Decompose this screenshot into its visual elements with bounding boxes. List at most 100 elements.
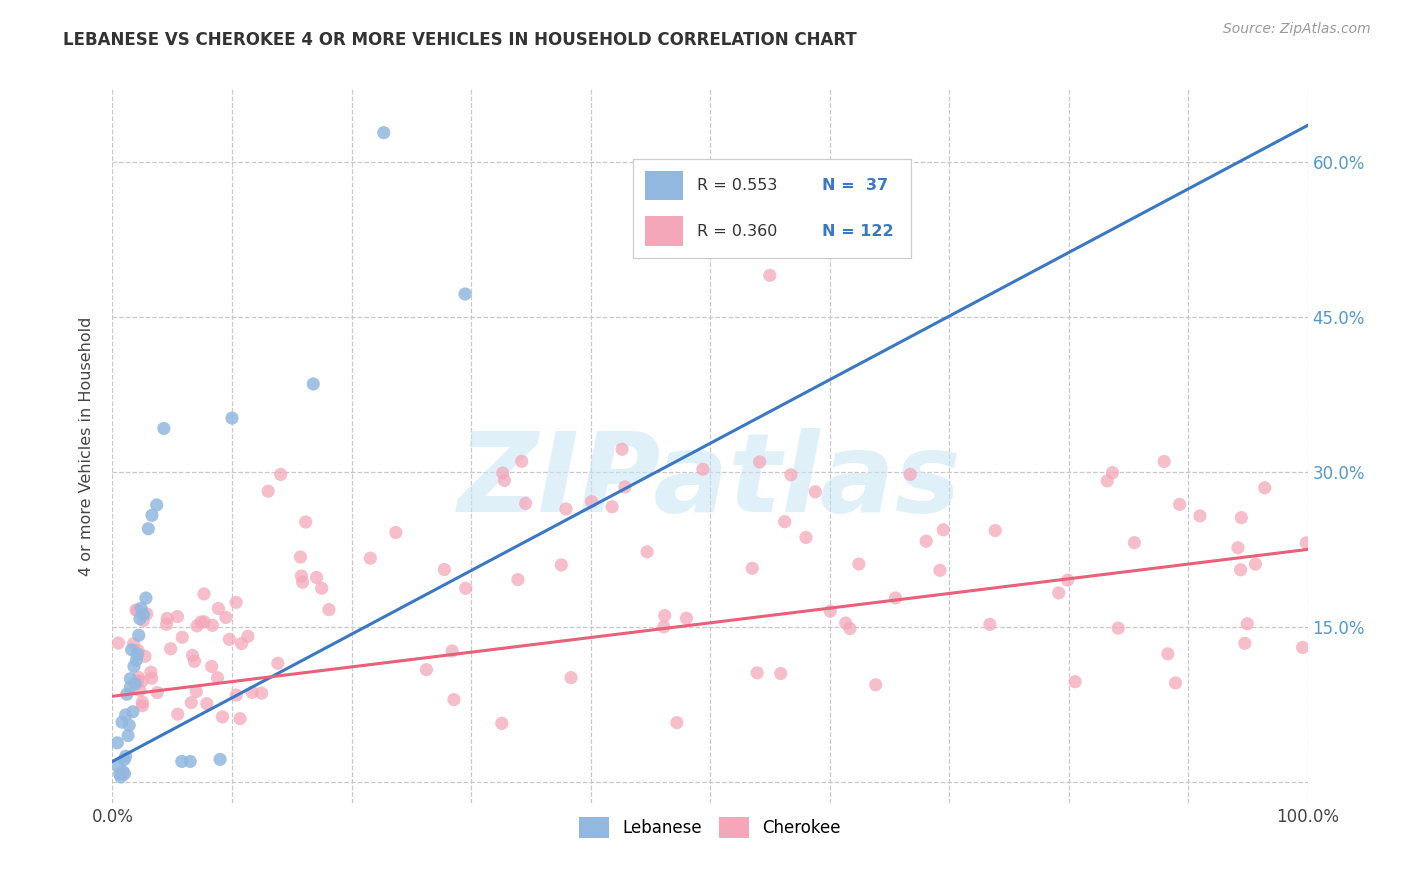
Point bbox=[132, 614, 155, 628]
Point bbox=[290, 569, 312, 583]
Point bbox=[134, 649, 156, 664]
Legend: Lebanese, Cherokee: Lebanese, Cherokee bbox=[572, 811, 848, 845]
Point bbox=[1254, 481, 1277, 495]
Point bbox=[581, 494, 603, 508]
Point bbox=[984, 524, 1007, 538]
Point bbox=[929, 563, 952, 577]
Point bbox=[560, 671, 582, 685]
Point bbox=[107, 636, 129, 650]
Point bbox=[848, 557, 870, 571]
Point bbox=[294, 515, 316, 529]
Bar bbox=[644, 170, 683, 201]
Point bbox=[773, 515, 796, 529]
Point bbox=[128, 683, 150, 698]
Point bbox=[131, 698, 153, 713]
Point bbox=[127, 643, 149, 657]
Point bbox=[129, 612, 152, 626]
Point bbox=[186, 619, 208, 633]
Point bbox=[131, 674, 153, 689]
Point bbox=[747, 665, 769, 680]
Point bbox=[302, 376, 325, 391]
Point bbox=[170, 755, 193, 769]
Point bbox=[675, 611, 697, 625]
Point bbox=[166, 707, 188, 722]
Point bbox=[1047, 586, 1070, 600]
Point bbox=[652, 620, 675, 634]
Point bbox=[884, 591, 907, 605]
Point bbox=[506, 573, 529, 587]
Point bbox=[129, 601, 152, 615]
Point bbox=[115, 687, 138, 701]
Point bbox=[250, 686, 273, 700]
Point bbox=[759, 268, 782, 283]
Point bbox=[1101, 466, 1123, 480]
Text: Source: ZipAtlas.com: Source: ZipAtlas.com bbox=[1223, 22, 1371, 37]
Point bbox=[195, 697, 218, 711]
Point bbox=[318, 602, 340, 616]
Point bbox=[1107, 621, 1129, 635]
Point bbox=[838, 622, 860, 636]
Point bbox=[211, 710, 233, 724]
Point bbox=[114, 749, 136, 764]
Point bbox=[193, 587, 215, 601]
Bar bbox=[644, 217, 683, 246]
Point bbox=[231, 636, 253, 650]
Point bbox=[1236, 616, 1258, 631]
Point bbox=[172, 630, 194, 644]
Point bbox=[121, 705, 143, 719]
Point bbox=[180, 696, 202, 710]
Point bbox=[105, 736, 128, 750]
Point bbox=[804, 484, 827, 499]
Point bbox=[1233, 636, 1256, 650]
Point bbox=[780, 467, 803, 482]
Point bbox=[121, 642, 143, 657]
Point bbox=[692, 462, 714, 476]
Point bbox=[111, 715, 134, 730]
Point bbox=[898, 467, 921, 482]
Point bbox=[1168, 497, 1191, 511]
Point bbox=[225, 595, 247, 609]
Point bbox=[510, 454, 533, 468]
Point bbox=[127, 604, 149, 618]
Point bbox=[128, 628, 150, 642]
Point bbox=[1064, 674, 1087, 689]
Point bbox=[794, 531, 817, 545]
Point bbox=[1295, 536, 1317, 550]
Point bbox=[769, 666, 792, 681]
Point bbox=[183, 654, 205, 668]
Point bbox=[110, 770, 132, 784]
Point bbox=[153, 421, 176, 435]
Point bbox=[1291, 640, 1313, 655]
Point bbox=[979, 617, 1001, 632]
Point bbox=[118, 718, 141, 732]
Point bbox=[654, 608, 676, 623]
Point bbox=[865, 678, 887, 692]
Point bbox=[112, 764, 135, 779]
Point bbox=[1230, 510, 1253, 524]
Point bbox=[122, 637, 145, 651]
Point bbox=[359, 551, 381, 566]
Point bbox=[290, 549, 312, 564]
Text: N =  37: N = 37 bbox=[823, 178, 889, 193]
Point bbox=[201, 659, 224, 673]
Point bbox=[1097, 474, 1119, 488]
Point bbox=[145, 498, 167, 512]
Point bbox=[181, 648, 204, 663]
Point bbox=[492, 466, 515, 480]
Point bbox=[127, 674, 149, 689]
Point bbox=[236, 629, 259, 643]
Point bbox=[385, 525, 408, 540]
Point bbox=[1123, 535, 1146, 549]
Point bbox=[155, 617, 177, 632]
Point bbox=[1229, 563, 1251, 577]
Point bbox=[125, 603, 148, 617]
Point bbox=[600, 500, 623, 514]
Point bbox=[270, 467, 292, 482]
Point bbox=[267, 657, 290, 671]
Point bbox=[128, 671, 150, 685]
Point bbox=[636, 545, 658, 559]
Point bbox=[820, 604, 842, 618]
Point bbox=[225, 688, 247, 702]
Point bbox=[179, 755, 201, 769]
Point bbox=[156, 611, 179, 625]
